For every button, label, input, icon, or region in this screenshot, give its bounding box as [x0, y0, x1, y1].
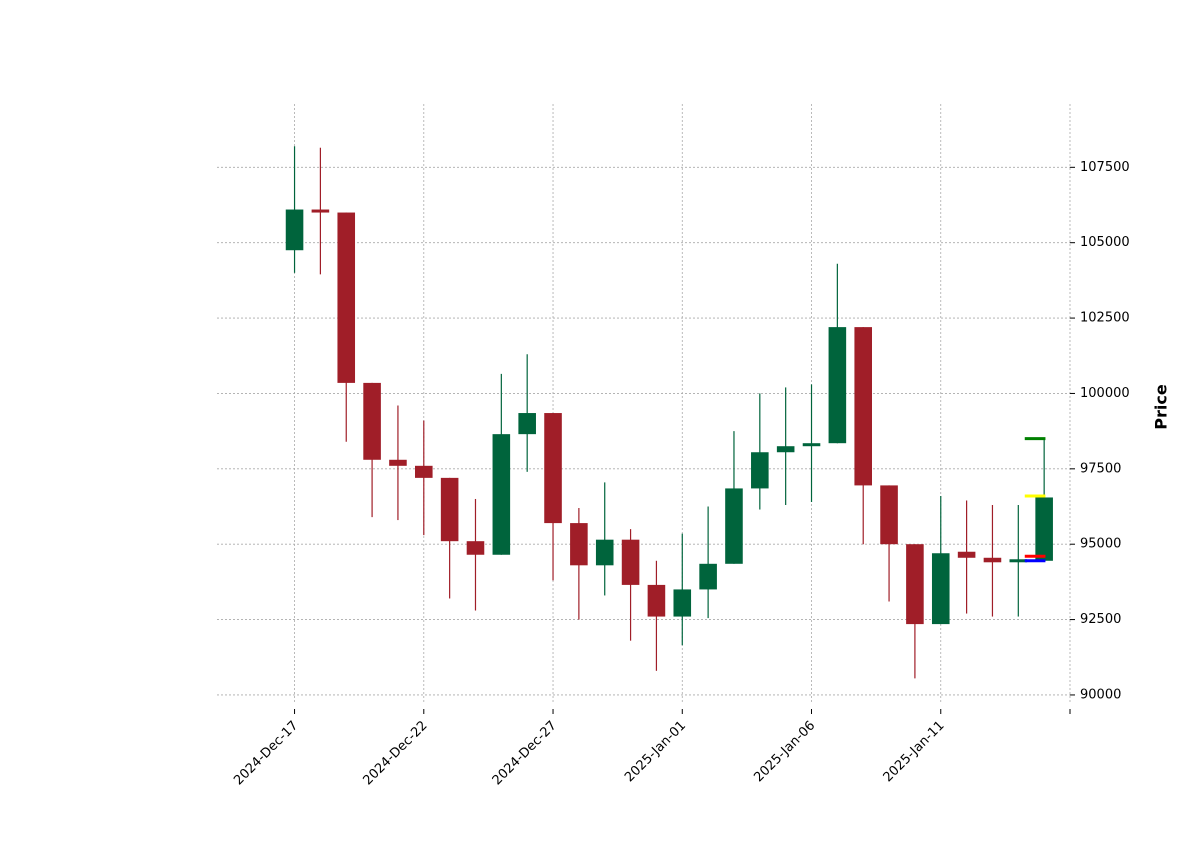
- candle-body: [983, 557, 1002, 563]
- annotation-markers: [1024, 437, 1046, 563]
- candle-up: [1009, 505, 1028, 617]
- candle-body: [828, 327, 847, 444]
- candle-down: [440, 477, 459, 599]
- x-tick-label: 2024-Dec-17: [231, 718, 301, 788]
- candle-body: [699, 563, 717, 590]
- candle-body: [414, 465, 433, 478]
- candle-body: [466, 541, 485, 555]
- y-tick-label: 102500: [1080, 311, 1130, 326]
- candles: [285, 146, 1053, 679]
- y-tick-label: 100000: [1080, 386, 1130, 401]
- candle-body: [1009, 559, 1028, 563]
- y-tick-label: 95000: [1080, 537, 1121, 552]
- candle-body: [440, 477, 459, 542]
- candle-up: [725, 431, 743, 564]
- candle-down: [389, 405, 407, 521]
- candle-down: [854, 327, 873, 545]
- candle-body: [906, 544, 924, 625]
- candle-body: [854, 327, 873, 486]
- candle-down: [414, 420, 433, 536]
- candle-up: [492, 373, 511, 555]
- candle-body: [337, 212, 356, 383]
- candle-body: [621, 539, 640, 585]
- y-tick-label: 107500: [1080, 160, 1130, 175]
- candle-body: [311, 209, 330, 213]
- axes: 90000 92500 95000 97500 100000 102500 105000 10…: [231, 160, 1129, 789]
- candle-up: [751, 393, 769, 510]
- x-tick-label: 2024-Dec-27: [490, 718, 560, 788]
- candle-body: [751, 452, 769, 489]
- candle-up: [595, 482, 614, 596]
- candle-down: [311, 147, 330, 275]
- candle-up: [673, 533, 692, 646]
- candle-up: [802, 384, 821, 502]
- y-tick-label: 97500: [1080, 461, 1121, 476]
- y-tick-label: 105000: [1080, 235, 1130, 250]
- x-tick-label: 2024-Dec-22: [360, 718, 430, 788]
- candle-body: [802, 443, 821, 447]
- candle-body: [544, 413, 562, 524]
- candle-body: [363, 382, 381, 460]
- candle-body: [595, 539, 614, 566]
- x-tick-label: 2025-Jan-01: [622, 718, 689, 785]
- candle-body: [776, 446, 795, 453]
- candle-down: [466, 498, 485, 611]
- candle-down: [880, 485, 898, 602]
- candle-body: [880, 485, 898, 545]
- candle-up: [1035, 438, 1053, 561]
- candle-down: [906, 544, 924, 679]
- candle-up: [518, 354, 536, 472]
- candle-up: [699, 506, 717, 619]
- candle-body: [1035, 497, 1053, 561]
- candle-body: [673, 589, 692, 617]
- candle-down: [337, 212, 356, 442]
- x-tick-label: 2025-Jan-11: [881, 718, 948, 785]
- candle-down: [647, 560, 666, 671]
- candle-up: [285, 146, 304, 273]
- candle-body: [725, 488, 743, 564]
- candle-down: [544, 413, 562, 581]
- candle-down: [983, 505, 1002, 617]
- candle-body: [285, 209, 304, 251]
- candle-down: [570, 508, 588, 620]
- candle-body: [492, 434, 511, 555]
- candle-up: [776, 387, 795, 506]
- candle-body: [518, 413, 536, 435]
- candle-down: [957, 500, 976, 614]
- candle-body: [647, 584, 666, 617]
- y-tick-label: 90000: [1080, 687, 1121, 702]
- candle-body: [570, 523, 588, 566]
- candle-up: [828, 263, 847, 444]
- candle-down: [621, 529, 640, 641]
- candle-body: [931, 553, 950, 625]
- y-tick-label: 92500: [1080, 612, 1121, 627]
- x-tick-label: 2025-Jan-06: [751, 718, 818, 785]
- candle-body: [389, 459, 407, 466]
- candle-body: [957, 551, 976, 558]
- candle-down: [363, 382, 381, 518]
- y-axis-label: Price: [1152, 384, 1171, 430]
- candle-up: [931, 495, 950, 625]
